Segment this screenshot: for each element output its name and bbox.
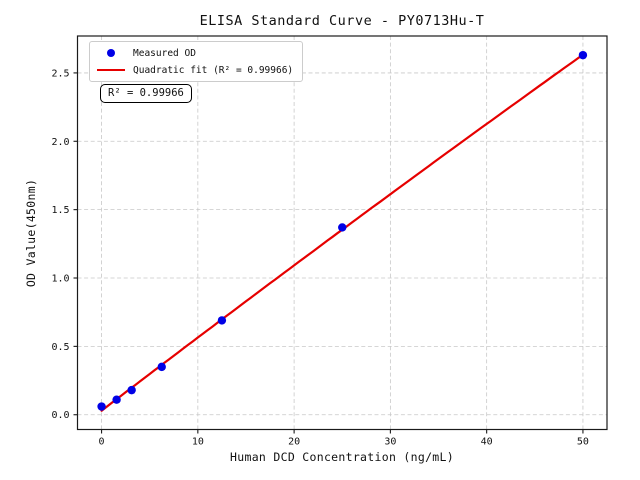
legend-swatch <box>94 49 128 57</box>
legend-item-quadratic-fit: Quadratic fit (R² = 0.99966) <box>94 63 293 77</box>
x-tick-label: 20 <box>288 437 300 448</box>
legend-label: Measured OD <box>133 47 196 59</box>
data-point <box>97 402 106 411</box>
fit-line-marker-icon <box>97 68 125 72</box>
data-point <box>157 362 166 372</box>
x-tick-label: 30 <box>384 437 396 448</box>
r-squared-annotation: R² = 0.99966 <box>100 84 192 103</box>
x-axis-label: Human DCD Concentration (ng/mL) <box>230 450 454 464</box>
y-tick-label: 0.5 <box>51 342 69 353</box>
y-tick-label: 2.0 <box>51 137 69 148</box>
data-point <box>217 316 227 325</box>
legend-label: Quadratic fit (R² = 0.99966) <box>133 64 294 76</box>
legend-item-measured-od: Measured OD <box>94 46 293 60</box>
data-point <box>112 395 121 404</box>
quadratic-fit-line <box>100 53 584 412</box>
measured-od-marker-icon <box>107 49 115 57</box>
y-tick-label: 1.0 <box>51 274 69 285</box>
plot-border <box>76 35 608 431</box>
data-point <box>578 50 588 60</box>
x-tick-label: 40 <box>481 437 493 448</box>
legend-swatch <box>94 68 128 72</box>
legend: Measured OD Quadratic fit (R² = 0.99966) <box>89 41 304 82</box>
x-tick-label: 0 <box>99 437 105 448</box>
y-tick-label: 2.5 <box>51 68 69 79</box>
x-tick-label: 50 <box>577 437 589 448</box>
data-point <box>127 385 136 395</box>
x-tick-label: 10 <box>192 437 204 448</box>
chart-title: ELISA Standard Curve - PY0713Hu-T <box>199 13 485 29</box>
y-tick-label: 1.5 <box>51 205 69 216</box>
data-point <box>338 223 347 232</box>
y-tick-label: 0.0 <box>51 410 69 421</box>
y-axis-label: OD Value(450nm) <box>24 178 38 288</box>
